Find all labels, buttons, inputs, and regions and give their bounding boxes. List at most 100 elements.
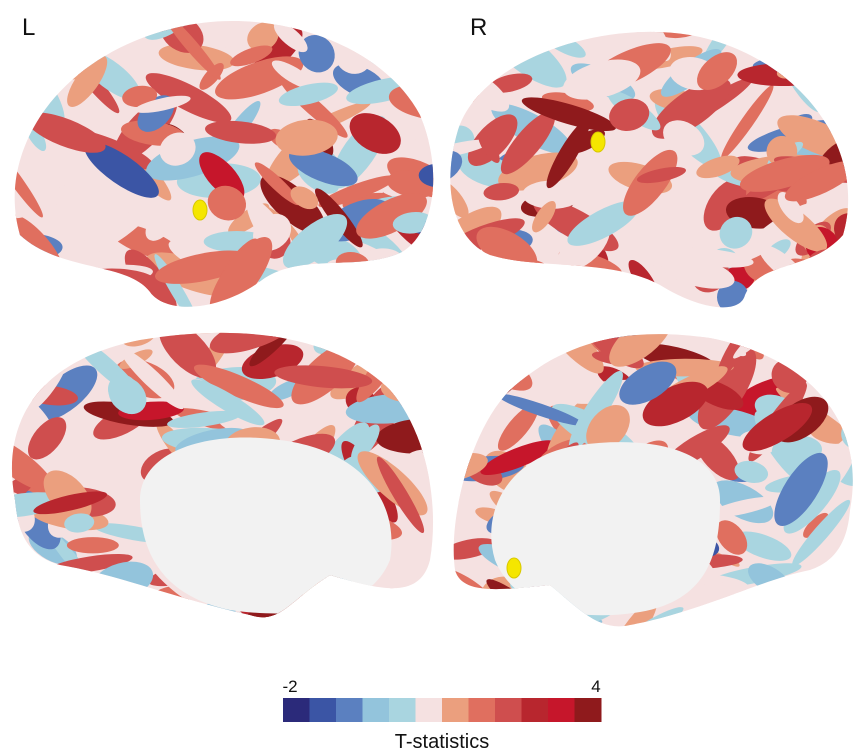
cortical-patch xyxy=(817,6,863,56)
cortical-patch xyxy=(745,285,819,348)
medial-wall xyxy=(491,442,720,615)
cortical-patch xyxy=(389,9,439,37)
cortical-patch xyxy=(440,333,499,374)
cortical-patch xyxy=(790,582,847,634)
hemisphere-view xyxy=(403,0,863,348)
colorbar-min-label: -2 xyxy=(282,677,297,696)
cortical-patch xyxy=(417,314,497,375)
seed-marker xyxy=(193,200,207,220)
left-hemisphere-label: L xyxy=(22,14,35,41)
cortical-patch xyxy=(370,3,429,41)
cortical-patch xyxy=(414,0,461,59)
cortical-patch xyxy=(390,309,429,344)
cortical-patch xyxy=(2,326,93,347)
cortical-patch xyxy=(356,327,398,361)
cortical-patch xyxy=(792,306,837,352)
cortical-patch xyxy=(828,59,863,103)
cortical-patch xyxy=(67,537,119,553)
cortical-patch xyxy=(812,592,860,649)
colorbar-swatch xyxy=(416,698,443,722)
cortical-patch xyxy=(779,279,837,316)
cortical-patch xyxy=(417,0,457,37)
cortical-patch xyxy=(0,570,62,611)
cortical-patch xyxy=(590,295,636,336)
cortical-patch xyxy=(435,266,514,330)
cortical-patch xyxy=(473,257,553,292)
cortical-patch xyxy=(798,572,863,671)
cortical-patch xyxy=(0,73,23,93)
cortical-patch xyxy=(418,364,458,408)
cortical-patch xyxy=(39,0,96,53)
cortical-patch xyxy=(0,583,39,616)
cortical-patch xyxy=(822,324,863,350)
cortical-patch xyxy=(66,268,157,297)
colorbar-swatch xyxy=(548,698,575,722)
colorbar-swatch xyxy=(310,698,337,722)
cortical-patch xyxy=(37,563,89,620)
seed-marker xyxy=(591,132,605,152)
cortical-patch xyxy=(772,277,827,325)
cortical-patch xyxy=(419,22,477,95)
right-hemisphere-label: R xyxy=(470,14,487,41)
cortical-patch xyxy=(822,258,863,300)
cortical-patch xyxy=(0,239,43,298)
cortical-patch xyxy=(815,31,863,76)
cortical-patch xyxy=(429,246,502,332)
cortical-patch xyxy=(188,0,223,25)
colorbar-swatch xyxy=(283,698,310,722)
hemisphere-view xyxy=(0,0,473,350)
cortical-patch xyxy=(471,277,531,308)
cortical-patch xyxy=(258,273,303,319)
cortical-patch xyxy=(558,265,638,318)
cortical-patch xyxy=(724,611,796,658)
cortical-patch xyxy=(56,287,154,329)
cortical-patch xyxy=(450,366,504,389)
cortical-patch xyxy=(39,270,125,350)
seed-marker xyxy=(507,558,521,578)
cortical-patch xyxy=(413,335,462,380)
colorbar-swatch xyxy=(442,698,469,722)
cortical-patch xyxy=(513,317,554,344)
cortical-patch xyxy=(244,284,288,322)
cortical-patch xyxy=(784,252,863,301)
cortical-patch xyxy=(48,0,124,37)
cortical-patch xyxy=(839,63,863,98)
brain-surfaces xyxy=(0,0,863,671)
brain-figure: L R -2 4 T-statistics xyxy=(0,0,863,756)
cortical-patch xyxy=(537,601,577,640)
cortical-patch xyxy=(508,308,543,347)
cortical-patch xyxy=(265,294,357,335)
colorbar-swatch xyxy=(389,698,416,722)
hemisphere-view xyxy=(0,304,471,670)
colorbar-swatch xyxy=(469,698,496,722)
cortical-patch xyxy=(0,309,60,356)
cortical-patch xyxy=(8,581,77,643)
cortical-patch xyxy=(580,299,635,316)
cortical-patch xyxy=(25,270,73,318)
cortical-patch xyxy=(832,98,863,144)
cortical-patch xyxy=(1,73,46,118)
cortical-patch xyxy=(446,303,515,360)
cortical-patch xyxy=(744,280,831,334)
cortical-patch xyxy=(771,0,857,59)
colorbar-max-label: 4 xyxy=(591,677,600,696)
cortical-patch xyxy=(793,570,849,601)
cortical-patch xyxy=(468,317,527,353)
cortical-patch xyxy=(36,272,98,322)
cortical-patch xyxy=(444,310,524,380)
cortical-patch xyxy=(379,0,465,44)
cortical-patch xyxy=(514,8,554,41)
colorbar-swatch xyxy=(336,698,363,722)
cortical-patch xyxy=(763,275,823,294)
cortical-patch xyxy=(440,324,540,401)
cortical-patch xyxy=(815,345,863,387)
cortical-patch xyxy=(646,318,715,337)
cortical-patch xyxy=(360,0,437,53)
colorbar-swatch xyxy=(363,698,390,722)
cortical-patch xyxy=(501,320,565,379)
cortical-patch xyxy=(105,610,156,648)
colorbar-swatch xyxy=(522,698,549,722)
cortical-patch xyxy=(0,276,26,314)
cortical-patch xyxy=(430,299,514,391)
colorbar-title: T-statistics xyxy=(395,731,489,753)
